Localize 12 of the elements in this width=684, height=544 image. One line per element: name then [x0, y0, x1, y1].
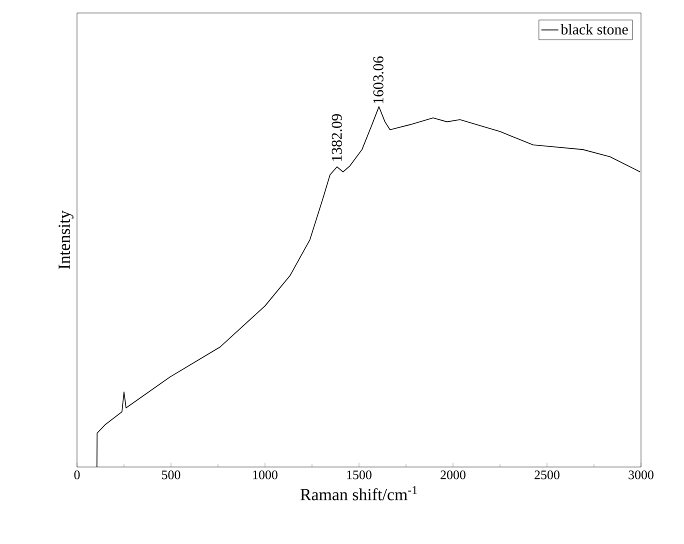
annotation: 1382.09: [332, 114, 342, 161]
x-tick-label: 1000: [253, 470, 278, 480]
x-tick-label: 500: [162, 470, 180, 480]
x-tick-label: 2000: [440, 470, 466, 480]
x-tick-label: 2500: [534, 470, 560, 480]
y-axis-title: Intensity: [58, 210, 74, 270]
x-tick-label: 0: [74, 470, 80, 480]
annotation: 1603.06: [373, 56, 384, 104]
legend-label: black stone: [560, 24, 628, 34]
x-axis-title: Raman shift/cm$^{-1}$: [300, 486, 417, 500]
x-tick-label: 1500: [347, 470, 372, 480]
x-tick-label: 3000: [628, 470, 654, 480]
